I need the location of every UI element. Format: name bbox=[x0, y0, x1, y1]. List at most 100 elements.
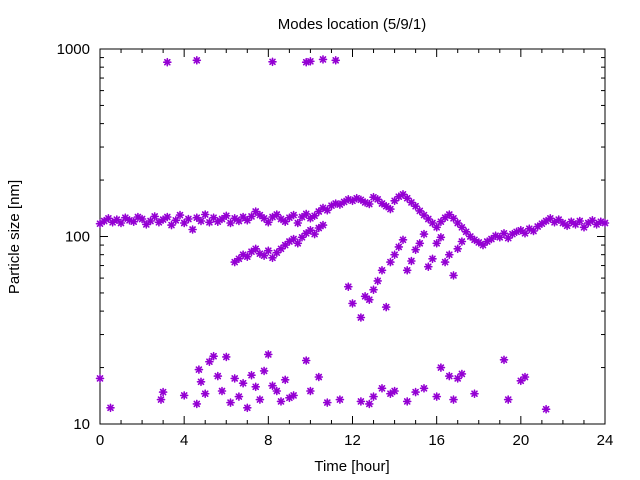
data-point bbox=[301, 356, 311, 365]
data-point bbox=[432, 239, 442, 248]
chart-title: Modes location (5/9/1) bbox=[278, 16, 426, 33]
data-point bbox=[184, 214, 193, 224]
data-point bbox=[571, 220, 580, 229]
data-point bbox=[268, 253, 277, 263]
y-axis-label: Particle size [nm] bbox=[6, 180, 23, 294]
data-point bbox=[335, 395, 345, 404]
data-point bbox=[297, 212, 307, 222]
data-point bbox=[196, 377, 206, 387]
data-point bbox=[432, 223, 442, 232]
data-point bbox=[247, 247, 256, 256]
data-point bbox=[428, 254, 437, 264]
data-point bbox=[251, 244, 260, 254]
data-point bbox=[558, 218, 568, 228]
data-point bbox=[449, 395, 458, 404]
data-point bbox=[188, 225, 197, 234]
data-point bbox=[293, 218, 303, 228]
plot-frame bbox=[99, 48, 606, 425]
data-point bbox=[95, 374, 105, 383]
data-point bbox=[226, 398, 235, 407]
data-point bbox=[272, 386, 282, 396]
x-tick-label: 24 bbox=[597, 432, 614, 449]
data-point bbox=[268, 381, 277, 391]
data-point bbox=[222, 211, 231, 221]
data-point bbox=[402, 265, 412, 275]
data-point bbox=[453, 244, 463, 254]
data-point bbox=[394, 242, 404, 252]
data-point bbox=[243, 403, 252, 413]
data-point bbox=[369, 285, 378, 295]
data-point bbox=[268, 57, 277, 67]
data-point bbox=[390, 386, 399, 396]
data-point bbox=[457, 237, 467, 246]
data-point bbox=[200, 210, 210, 219]
data-point bbox=[175, 210, 185, 220]
data-point bbox=[243, 216, 252, 225]
x-tick-label: 4 bbox=[180, 432, 188, 449]
data-point bbox=[280, 375, 290, 385]
data-points bbox=[95, 55, 610, 414]
data-point bbox=[402, 193, 412, 203]
data-point bbox=[289, 391, 298, 400]
data-point bbox=[369, 392, 378, 401]
data-point bbox=[457, 369, 467, 379]
data-point bbox=[436, 233, 446, 242]
data-point bbox=[499, 355, 509, 365]
data-point bbox=[411, 387, 420, 397]
data-point bbox=[314, 372, 324, 382]
data-point bbox=[377, 383, 387, 393]
data-point bbox=[415, 239, 425, 248]
data-point bbox=[318, 55, 328, 64]
data-point bbox=[192, 55, 202, 65]
y-tick-label: 100 bbox=[65, 229, 90, 246]
data-point bbox=[449, 271, 458, 280]
data-point bbox=[386, 204, 395, 214]
data-point bbox=[263, 350, 273, 359]
data-point bbox=[205, 218, 214, 227]
data-point bbox=[352, 193, 362, 203]
data-point bbox=[364, 399, 374, 409]
data-point bbox=[156, 395, 166, 404]
plot-area: 0 4 8 12 16 20 24 10 100 1000 bbox=[57, 41, 614, 449]
data-point bbox=[440, 257, 450, 267]
data-point bbox=[251, 382, 260, 392]
data-point bbox=[356, 313, 366, 322]
data-point bbox=[373, 276, 383, 286]
data-point bbox=[171, 216, 181, 225]
data-point bbox=[322, 398, 332, 407]
data-point bbox=[520, 372, 530, 382]
data-point bbox=[386, 257, 395, 267]
data-point bbox=[390, 196, 399, 206]
data-point bbox=[192, 399, 202, 409]
data-point bbox=[377, 265, 387, 275]
data-point bbox=[163, 57, 172, 67]
data-point bbox=[217, 386, 227, 396]
data-point bbox=[343, 282, 353, 292]
data-point bbox=[407, 256, 416, 266]
data-point bbox=[209, 351, 218, 361]
data-point bbox=[423, 262, 433, 272]
data-point bbox=[306, 56, 315, 66]
data-point bbox=[364, 199, 374, 209]
data-point bbox=[192, 213, 202, 222]
data-point bbox=[390, 250, 399, 259]
data-point bbox=[263, 246, 273, 255]
x-tick-label: 12 bbox=[344, 432, 361, 449]
x-tick-label: 0 bbox=[96, 432, 104, 449]
data-point bbox=[243, 252, 252, 262]
data-point bbox=[179, 391, 189, 400]
data-point bbox=[222, 352, 231, 362]
data-point bbox=[230, 374, 239, 383]
data-point bbox=[268, 212, 277, 222]
data-point bbox=[575, 216, 585, 226]
data-point bbox=[200, 389, 210, 399]
data-point bbox=[196, 216, 206, 226]
data-point bbox=[106, 403, 115, 413]
data-point bbox=[234, 392, 244, 401]
data-point bbox=[137, 214, 147, 224]
data-point bbox=[238, 378, 248, 388]
data-point bbox=[402, 397, 412, 406]
data-point bbox=[419, 229, 429, 239]
data-point bbox=[158, 387, 168, 397]
